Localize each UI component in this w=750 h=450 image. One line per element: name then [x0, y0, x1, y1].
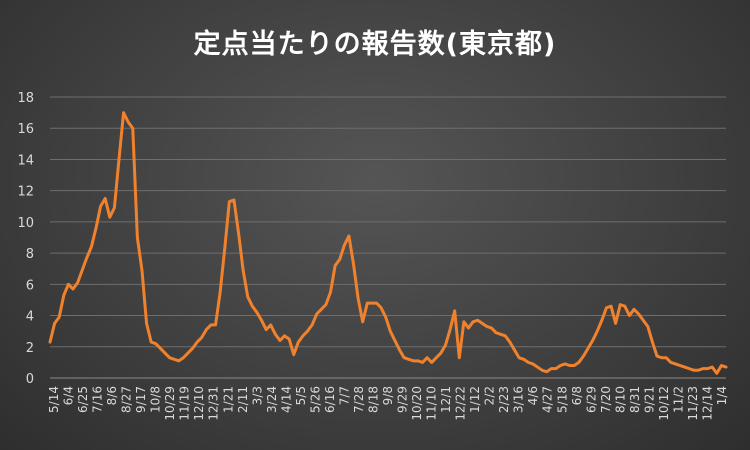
x-tick-label: 2/11	[236, 386, 250, 413]
x-tick-label: 6/29	[584, 386, 598, 413]
x-tick-label: 10/8	[149, 386, 163, 413]
y-tick-label: 16	[17, 122, 34, 137]
x-tick-label: 6/4	[62, 386, 76, 405]
x-tick-label: 9/17	[134, 386, 148, 413]
x-tick-label: 8/31	[628, 386, 642, 413]
y-tick-label: 8	[26, 247, 34, 262]
y-tick-label: 10	[17, 216, 34, 231]
y-tick-label: 18	[17, 91, 34, 106]
y-tick-label: 6	[26, 278, 34, 293]
x-tick-label: 4/6	[526, 386, 540, 405]
y-tick-label: 12	[17, 185, 34, 200]
x-tick-label: 9/21	[642, 386, 656, 413]
x-tick-label: 1/21	[221, 386, 235, 413]
y-tick-label: 0	[26, 372, 34, 387]
x-tick-label: 5/5	[294, 386, 308, 405]
series-line	[48, 111, 728, 375]
x-tick-label: 12/31	[207, 386, 221, 421]
x-tick-label: 12/22	[454, 386, 468, 421]
x-tick-label: 11/2	[671, 386, 685, 413]
x-tick-label: 5/14	[47, 386, 61, 413]
x-tick-label: 10/12	[657, 386, 671, 421]
x-tick-label: 11/19	[178, 386, 192, 421]
x-tick-label: 2/2	[483, 386, 497, 405]
x-tick-label: 3/24	[265, 386, 279, 413]
y-tick-label: 14	[17, 153, 34, 168]
y-tick-label: 4	[26, 310, 34, 325]
x-tick-label: 3/3	[250, 386, 264, 405]
x-tick-label: 2/23	[497, 386, 511, 413]
x-tick-label: 4/27	[541, 386, 555, 413]
x-tick-label: 8/18	[366, 386, 380, 413]
x-tick-label: 11/10	[425, 386, 439, 421]
x-tick-label: 6/16	[323, 386, 337, 413]
x-tick-label: 6/25	[76, 386, 90, 413]
x-tick-label: 3/16	[512, 386, 526, 413]
x-tick-label: 1/4	[715, 386, 729, 405]
x-tick-label: 10/29	[163, 386, 177, 421]
x-tick-label: 12/10	[192, 386, 206, 421]
x-tick-label: 5/18	[555, 386, 569, 413]
chart-title: 定点当たりの報告数(東京都)	[193, 29, 557, 60]
x-tick-label: 4/14	[279, 386, 293, 413]
x-tick-label: 12/14	[700, 386, 714, 421]
x-tick-label: 6/8	[570, 386, 584, 405]
y-tick-label: 2	[26, 341, 34, 356]
x-tick-label: 5/26	[308, 386, 322, 413]
x-tick-label: 8/10	[613, 386, 627, 413]
x-tick-label: 7/7	[337, 386, 351, 405]
x-tick-label: 8/6	[105, 386, 119, 405]
x-tick-label: 9/29	[396, 386, 410, 413]
x-tick-label: 12/1	[439, 386, 453, 413]
x-tick-label: 8/27	[120, 386, 134, 413]
x-tick-label: 9/8	[381, 386, 395, 405]
x-tick-label: 7/28	[352, 386, 366, 413]
x-tick-label: 10/20	[410, 386, 424, 421]
x-tick-label: 7/20	[599, 386, 613, 413]
x-tick-label: 7/16	[91, 386, 105, 413]
x-tick-label: 11/23	[686, 386, 700, 421]
x-tick-label: 1/12	[468, 386, 482, 413]
